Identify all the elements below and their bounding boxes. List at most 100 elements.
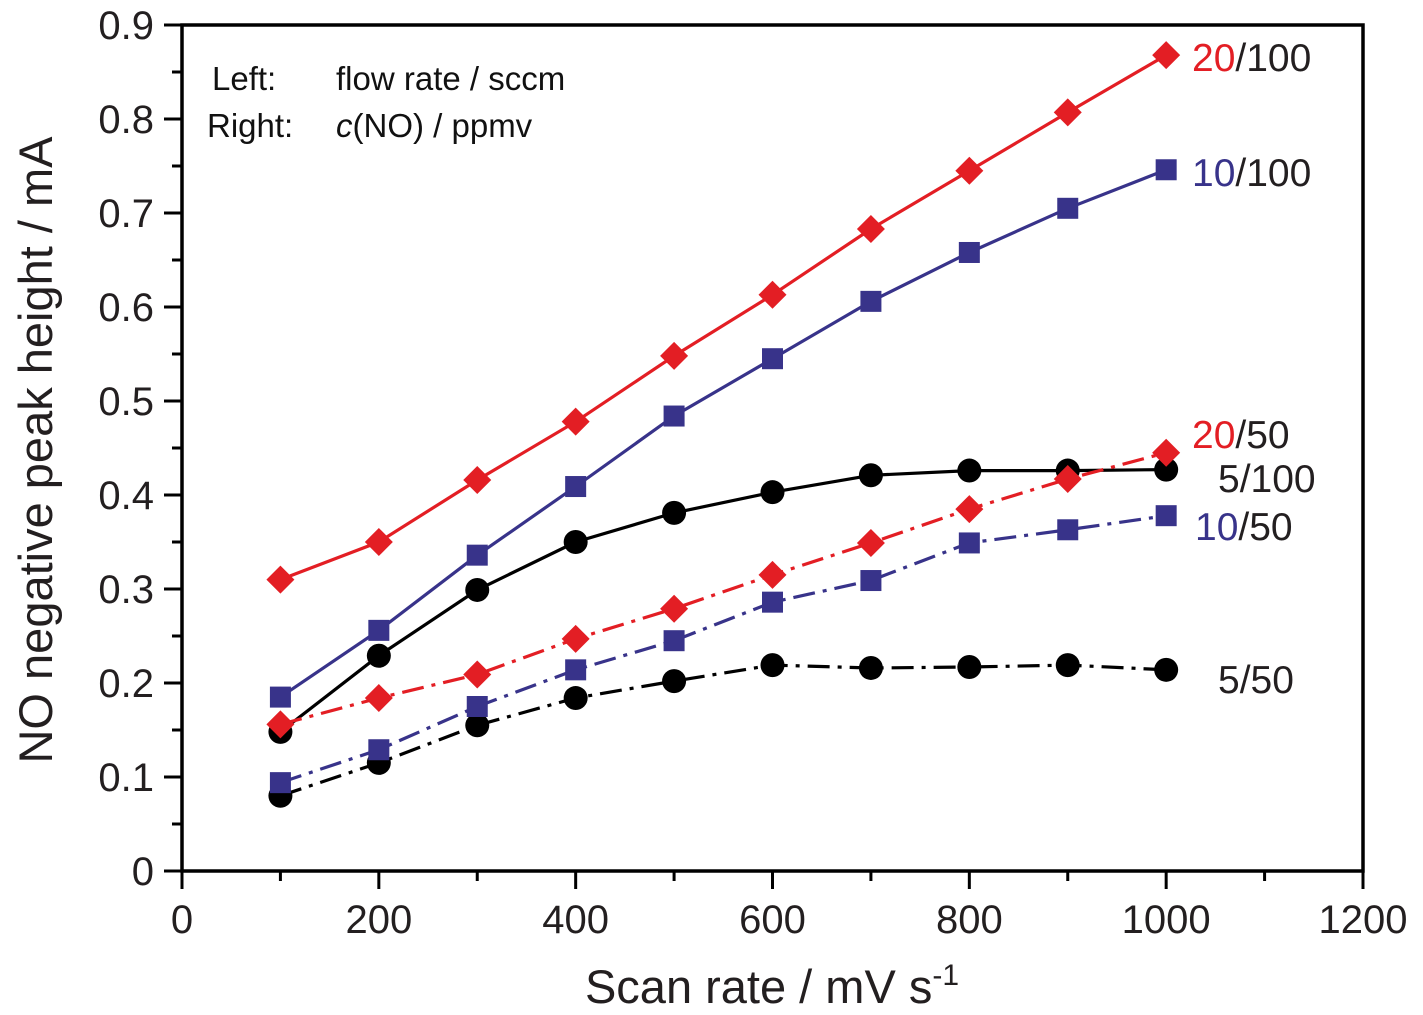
y-axis: 0 0.1 0.2 0.3 0.4 0.5 0.6 0.7 0.8 0.9 bbox=[98, 4, 182, 894]
y-tick-label: 0.4 bbox=[98, 474, 154, 518]
y-tick-label: 0.9 bbox=[98, 4, 154, 48]
data-point-10-100 bbox=[1057, 197, 1079, 219]
data-point-5-100 bbox=[858, 463, 883, 488]
series-line-20-100 bbox=[279, 53, 1168, 582]
data-point-10-50 bbox=[860, 570, 882, 592]
data-point-5-100 bbox=[760, 480, 785, 505]
data-point-10-50 bbox=[1057, 519, 1079, 541]
data-point-10-50 bbox=[1155, 505, 1177, 527]
series-line-5-50 bbox=[279, 663, 1167, 798]
annotation-line1-key: Left: bbox=[212, 60, 276, 97]
data-point-5-100 bbox=[563, 530, 588, 554]
data-point-5-50 bbox=[858, 655, 883, 680]
series-line-10-100 bbox=[279, 168, 1167, 699]
annotation-line2-value: c(NO) / ppmv bbox=[336, 107, 533, 144]
x-tick-label: 1000 bbox=[1122, 898, 1211, 942]
y-axis-title: NO negative peak height / mA bbox=[9, 136, 62, 764]
y-tick-label: 0 bbox=[132, 850, 154, 894]
data-point-20-100 bbox=[266, 565, 295, 594]
data-point-10-50 bbox=[762, 591, 783, 613]
data-point-10-100 bbox=[1155, 159, 1177, 181]
data-point-20-50 bbox=[758, 560, 787, 589]
data-point-10-100 bbox=[860, 290, 882, 312]
data-point-10-100 bbox=[958, 241, 980, 263]
plot-border bbox=[180, 23, 1365, 873]
x-tick-label: 400 bbox=[542, 898, 609, 942]
annotation-italic-c: c bbox=[336, 107, 353, 144]
data-point-10-100 bbox=[466, 544, 488, 566]
y-tick-label: 0.5 bbox=[98, 380, 154, 424]
data-point-5-100 bbox=[957, 458, 982, 483]
data-point-10-100 bbox=[269, 686, 291, 708]
data-point-5-50 bbox=[1055, 653, 1080, 678]
data-point-10-50 bbox=[663, 630, 685, 652]
plot-frame bbox=[180, 23, 1365, 873]
data-point-20-50 bbox=[463, 660, 492, 689]
y-tick-label: 0.7 bbox=[98, 192, 154, 236]
data-point-5-100 bbox=[1154, 457, 1179, 482]
series-label-5-50: 5/50 bbox=[1218, 659, 1294, 702]
annotation-line2-key: Right: bbox=[207, 107, 293, 144]
data-point-10-50 bbox=[958, 532, 980, 554]
data-point-5-50 bbox=[465, 713, 490, 738]
data-point-10-50 bbox=[368, 739, 390, 761]
data-point-10-100 bbox=[565, 476, 587, 498]
x-tick-label: 1200 bbox=[1319, 898, 1408, 942]
data-point-20-100 bbox=[1152, 41, 1181, 70]
data-point-10-100 bbox=[663, 405, 685, 427]
data-point-5-50 bbox=[760, 653, 785, 678]
series-markers bbox=[266, 41, 1181, 808]
x-tick-label: 800 bbox=[936, 898, 1003, 942]
x-tick-label: 600 bbox=[739, 898, 806, 942]
y-tick-label: 0.1 bbox=[98, 756, 154, 800]
data-point-20-50 bbox=[856, 528, 885, 557]
data-point-10-50 bbox=[565, 659, 587, 681]
data-point-20-100 bbox=[856, 214, 885, 243]
series-label-10-50: 10/50 bbox=[1195, 506, 1293, 549]
data-point-20-50 bbox=[266, 710, 295, 739]
data-point-5-100 bbox=[465, 577, 490, 602]
annotation-line1-value: flow rate / sccm bbox=[336, 60, 565, 97]
x-axis-title: Scan rate / mV s-1 bbox=[585, 959, 959, 1013]
series-line-20-50 bbox=[279, 451, 1167, 726]
data-point-20-50 bbox=[1152, 438, 1181, 467]
data-point-5-100 bbox=[366, 643, 391, 668]
y-tick-label: 0.2 bbox=[98, 662, 154, 706]
data-point-20-100 bbox=[561, 407, 590, 436]
series-label-10-100: 10/100 bbox=[1192, 152, 1311, 195]
data-point-5-50 bbox=[563, 686, 588, 711]
series-line-10-50 bbox=[279, 514, 1167, 785]
data-point-5-50 bbox=[957, 655, 982, 680]
y-tick-label: 0.8 bbox=[98, 98, 154, 142]
data-point-20-100 bbox=[463, 465, 492, 494]
data-point-10-50 bbox=[269, 772, 291, 794]
data-point-5-50 bbox=[1154, 657, 1179, 682]
data-point-10-100 bbox=[368, 619, 390, 641]
series-label-20-100: 20/100 bbox=[1192, 37, 1311, 80]
data-point-5-50 bbox=[662, 669, 687, 694]
data-point-20-50 bbox=[955, 495, 984, 524]
series-label-5-100: 5/100 bbox=[1218, 458, 1316, 501]
series-lines bbox=[279, 53, 1168, 798]
data-point-20-100 bbox=[364, 528, 393, 556]
annotation-box: Left: flow rate / sccm Right: c(NO) / pp… bbox=[207, 60, 565, 144]
series-label-20-50: 20/50 bbox=[1192, 414, 1290, 457]
data-point-20-50 bbox=[561, 624, 590, 653]
data-point-20-100 bbox=[758, 280, 787, 309]
data-point-20-50 bbox=[364, 684, 393, 713]
data-point-20-100 bbox=[1053, 98, 1082, 127]
series-line-5-100 bbox=[279, 468, 1167, 734]
data-point-20-50 bbox=[1053, 465, 1082, 494]
data-point-10-50 bbox=[466, 696, 488, 717]
data-point-10-100 bbox=[762, 348, 783, 370]
x-tick-label: 0 bbox=[171, 898, 193, 942]
data-point-5-100 bbox=[662, 500, 687, 525]
data-point-20-100 bbox=[955, 156, 984, 185]
x-tick-label: 200 bbox=[345, 898, 412, 942]
x-axis: 0 200 400 600 800 1000 1200 bbox=[171, 871, 1408, 942]
y-tick-label: 0.3 bbox=[98, 568, 154, 612]
y-tick-label: 0.6 bbox=[98, 286, 154, 330]
series-labels: 5/50 5/100 10/50 10/100 20/50 20/100 bbox=[1192, 37, 1316, 702]
data-point-20-100 bbox=[660, 341, 689, 370]
